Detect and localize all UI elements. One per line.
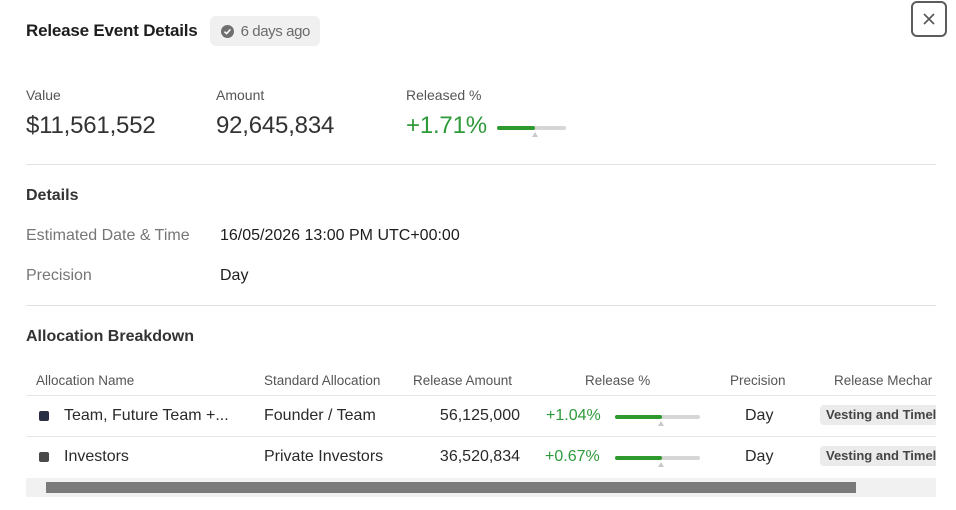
value-stat: Value $11,561,552 — [26, 87, 216, 140]
time-badge: 6 days ago — [209, 16, 320, 46]
amount-value: 92,645,834 — [216, 112, 335, 139]
value-amount: $11,561,552 — [26, 112, 156, 139]
column-header-mechanism[interactable]: Release Mechar — [834, 373, 933, 388]
table-row[interactable]: Team, Future Team +... Founder / Team 56… — [26, 395, 936, 436]
standard-allocation: Founder / Team — [264, 407, 376, 424]
progress-marker — [658, 462, 664, 467]
color-swatch — [39, 452, 49, 462]
released-progress-fill — [497, 126, 535, 130]
released-value: +1.71% — [406, 112, 487, 139]
release-progress-bar — [615, 415, 700, 426]
modal-title: Release Event Details — [26, 21, 198, 40]
column-header-precision[interactable]: Precision — [730, 373, 786, 388]
check-circle-icon — [220, 24, 234, 38]
released-progress-bar — [497, 126, 566, 137]
column-header-release-pct[interactable]: Release % — [585, 373, 651, 388]
time-badge-text: 6 days ago — [240, 22, 311, 40]
release-progress-fill — [615, 415, 662, 419]
release-amount: 36,520,834 — [439, 448, 520, 465]
release-pct: +1.04% — [546, 407, 601, 424]
precision-value: Day — [220, 267, 249, 284]
close-icon — [923, 13, 935, 25]
precision: Day — [745, 407, 774, 424]
release-progress-bar — [615, 456, 700, 467]
column-header-amount[interactable]: Release Amount — [413, 373, 513, 388]
standard-allocation: Private Investors — [264, 448, 384, 465]
mechanism-tag: Vesting and Timelo — [820, 446, 936, 466]
value-label: Value — [26, 87, 61, 103]
close-button[interactable] — [911, 1, 947, 37]
date-value: 16/05/2026 13:00 PM UTC+00:00 — [220, 227, 460, 244]
details-title: Details — [26, 187, 79, 204]
allocation-name: Team, Future Team +... — [64, 407, 229, 424]
progress-marker — [658, 421, 664, 426]
amount-label: Amount — [216, 87, 265, 103]
scrollbar-thumb[interactable] — [46, 482, 856, 493]
precision-label: Precision — [26, 267, 92, 284]
released-label: Released % — [406, 87, 482, 103]
color-swatch — [39, 411, 49, 421]
modal-header: Release Event Details 6 days ago — [26, 16, 320, 46]
summary-stats: Value $11,561,552 Amount 92,645,834 Rele… — [26, 87, 566, 140]
column-header-name[interactable]: Allocation Name — [36, 373, 135, 388]
divider — [26, 305, 936, 306]
amount-stat: Amount 92,645,834 — [216, 87, 406, 140]
allocation-name: Investors — [64, 448, 129, 465]
date-label: Estimated Date & Time — [26, 227, 190, 244]
release-amount: 56,125,000 — [439, 407, 520, 424]
allocation-title: Allocation Breakdown — [26, 328, 195, 345]
release-progress-fill — [615, 456, 662, 460]
table-row[interactable]: Investors Private Investors 36,520,834 +… — [26, 436, 936, 477]
allocation-table: Allocation Name Standard Allocation Rele… — [26, 366, 936, 498]
divider — [26, 164, 936, 165]
horizontal-scrollbar[interactable] — [26, 478, 936, 497]
mechanism-tag: Vesting and Timelo — [820, 405, 936, 425]
precision-row: Precision Day — [26, 267, 248, 285]
precision: Day — [745, 448, 774, 465]
progress-marker — [532, 132, 538, 137]
release-pct: +0.67% — [545, 448, 600, 465]
released-stat: Released % +1.71% — [406, 87, 566, 140]
column-header-standard[interactable]: Standard Allocation — [264, 373, 381, 388]
date-row: Estimated Date & Time 16/05/2026 13:00 P… — [26, 227, 460, 245]
